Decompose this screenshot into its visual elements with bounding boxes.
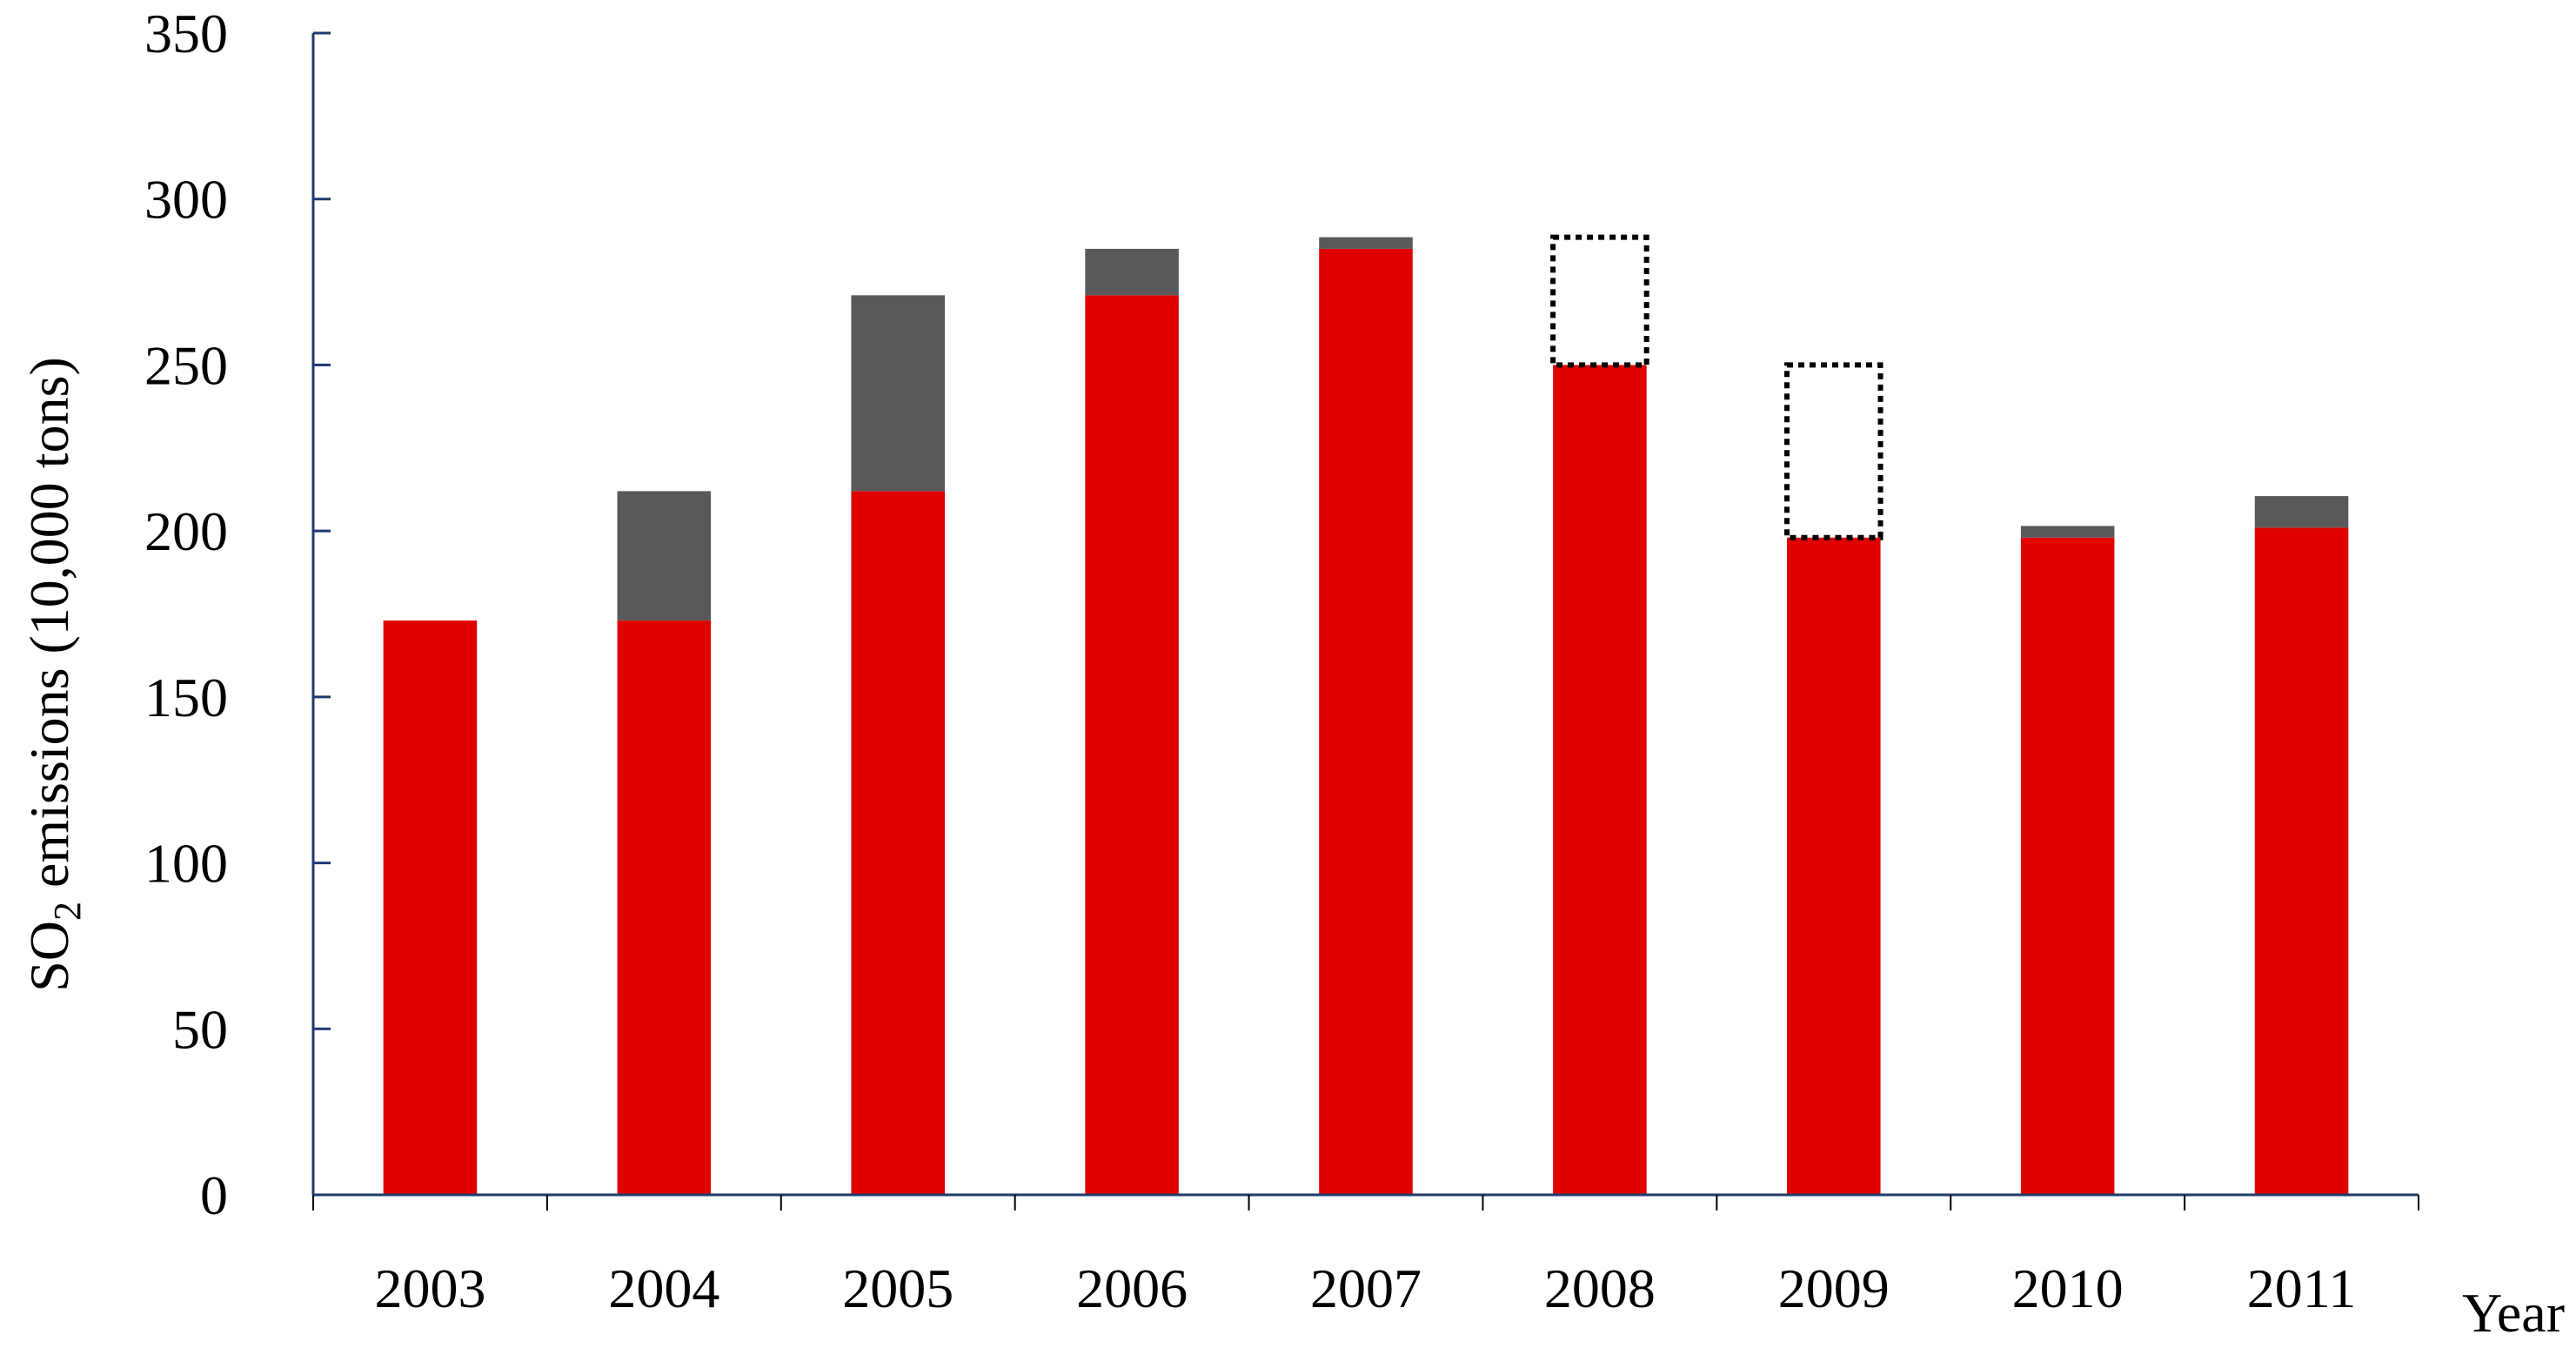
x-tick-label-2003: 2003 [374, 1257, 485, 1319]
y-tick-label-100: 100 [144, 833, 228, 895]
x-ticks-group: 2003 2004 2005 2006 2007 2008 2009 2010 2011 [312, 1195, 2419, 1319]
y-tick-label-50: 50 [172, 998, 228, 1060]
x-tick-label-2009: 2009 [1778, 1257, 1890, 1319]
bar-2010-series-2 [2020, 526, 2115, 538]
y-tick-label-150: 150 [144, 667, 228, 728]
dotted-boxes-group [1550, 234, 1883, 540]
bar-2005-series-2 [851, 295, 945, 492]
axes-group [311, 33, 2419, 1197]
dotted-box-2008 [1550, 234, 1649, 368]
bar-2003-series-1 [383, 620, 478, 1195]
bar-2006-series-2 [1085, 248, 1179, 296]
bar-2009-series-1 [1787, 537, 1881, 1195]
x-tick-label-2008: 2008 [1544, 1257, 1656, 1319]
x-tick-label-2011: 2011 [2247, 1257, 2357, 1319]
bar-2011-series-2 [2254, 496, 2349, 528]
y-axis-title: SO2 emissions (10,000 tons) [18, 357, 89, 992]
bar-2006-series-1 [1085, 295, 1179, 1195]
bar-2008-series-1 [1553, 365, 1647, 1195]
y-tick-label-250: 250 [144, 334, 228, 396]
x-tick-label-2010: 2010 [2012, 1257, 2124, 1319]
dotted-box-2009 [1784, 362, 1883, 540]
x-axis-title: Year [2462, 1282, 2565, 1344]
bar-2004-series-1 [617, 620, 712, 1195]
y-axis-title-subscript: 2 [46, 902, 89, 921]
y-tick-label-300: 300 [144, 169, 228, 231]
bars-group [383, 237, 2349, 1195]
y-ticks-group: 0 50 100 150 200 250 300 350 [144, 3, 331, 1226]
x-tick-label-2006: 2006 [1076, 1257, 1188, 1319]
bar-2011-series-1 [2254, 527, 2349, 1195]
bar-2005-series-1 [851, 491, 945, 1195]
x-tick-label-2007: 2007 [1310, 1257, 1422, 1319]
y-tick-label-0: 0 [200, 1164, 228, 1226]
y-axis-title-main: SO [18, 921, 80, 992]
y-axis-title-rest: emissions (10,000 tons) [18, 357, 80, 902]
bar-2010-series-1 [2020, 537, 2115, 1195]
x-tick-label-2004: 2004 [608, 1257, 719, 1319]
x-tick-label-2005: 2005 [842, 1257, 953, 1319]
y-tick-label-350: 350 [144, 3, 228, 64]
bar-2007-series-2 [1319, 237, 1413, 249]
bar-2007-series-1 [1319, 248, 1413, 1195]
y-tick-label-200: 200 [144, 500, 228, 562]
bar-2004-series-2 [617, 491, 712, 621]
